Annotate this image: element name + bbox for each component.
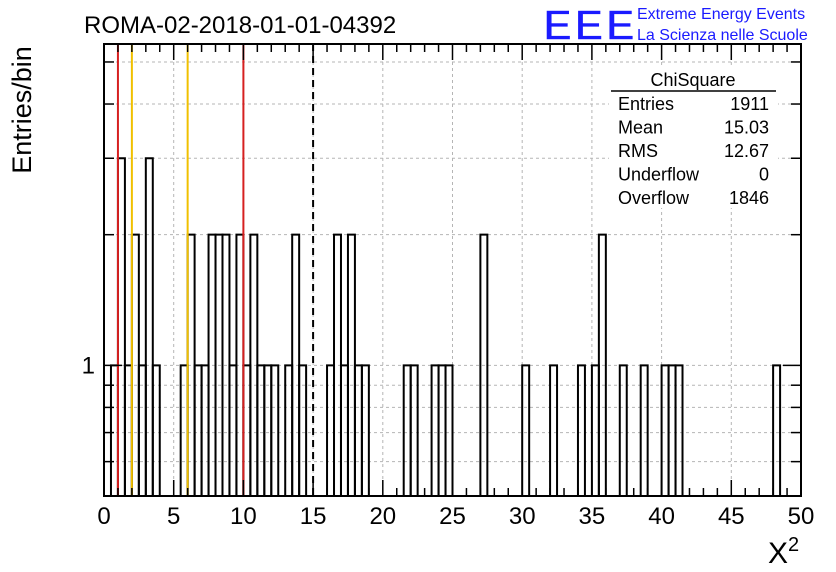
histogram-bar: [521, 364, 531, 496]
x-axis-label-main: X: [768, 537, 788, 570]
histogram-bar: [151, 364, 161, 496]
stats-box-background: [609, 66, 778, 208]
stats-row-label: Mean: [618, 118, 663, 138]
histogram-bar: [270, 364, 280, 496]
histogram-bar: [549, 364, 559, 496]
stats-box-title: ChiSquare: [650, 70, 735, 90]
histogram-bars: [109, 157, 782, 496]
stats-row-label: RMS: [618, 141, 658, 161]
stats-row-label: Overflow: [618, 188, 690, 208]
x-tick-label: 20: [369, 503, 396, 530]
x-tick-label: 30: [509, 503, 536, 530]
stats-row-label: Underflow: [618, 165, 700, 185]
x-tick-label: 0: [97, 503, 110, 530]
eee-logo-mark: EEE: [543, 1, 637, 50]
histogram-bar: [298, 364, 308, 496]
x-tick-label: 50: [788, 503, 815, 530]
eee-logo-line1: Extreme Energy Events: [637, 6, 805, 23]
eee-logo-line2: La Scienza nelle Scuole: [637, 27, 808, 44]
histogram-bar: [479, 233, 489, 496]
y-tick-label: 1: [82, 352, 95, 379]
reference-lines: [116, 44, 315, 496]
histogram-bar: [576, 364, 586, 496]
histogram-bar: [360, 364, 370, 496]
histogram-bar: [639, 364, 649, 496]
histogram-bar: [618, 364, 628, 496]
x-tick-label: 5: [167, 503, 180, 530]
histogram-bar: [144, 157, 154, 496]
x-tick-label: 40: [648, 503, 675, 530]
histogram-bar: [116, 157, 126, 496]
histogram-bar: [674, 364, 684, 496]
histogram-bar: [772, 364, 782, 496]
histogram-bar: [597, 233, 607, 496]
stats-row-value: 1911: [730, 94, 769, 114]
stats-row-value: 1846: [729, 188, 769, 208]
histogram-bar: [444, 364, 454, 496]
x-axis-label: X2: [768, 534, 799, 570]
eee-logo: EEE Extreme Energy Events La Scienza nel…: [542, 0, 808, 51]
stats-box: ChiSquare Entries 1911 Mean 15.03 RMS 12.67 Un…: [609, 66, 778, 208]
stats-row-value: 0: [759, 165, 769, 185]
histogram-bar: [409, 364, 419, 496]
x-tick-label: 25: [439, 503, 466, 530]
chart-title: ROMA-02-2018-01-01-04392: [84, 12, 396, 39]
stats-row-value: 15.03: [724, 118, 769, 138]
tick-marks: 0 5 10 15 20 25 30 35 40 45 50 1: [82, 44, 815, 530]
y-axis-label: Entries/bin: [7, 46, 37, 174]
x-axis-label-superscript: 2: [788, 534, 799, 556]
x-tick-label: 15: [300, 503, 327, 530]
x-tick-label: 45: [718, 503, 745, 530]
x-tick-label: 10: [230, 503, 257, 530]
stats-row-label: Entries: [618, 94, 674, 114]
stats-box-rows: Entries 1911 Mean 15.03 RMS 12.67 Underflow 0 Ov…: [618, 94, 769, 208]
stats-row-value: 12.67: [724, 141, 769, 161]
x-tick-label: 35: [579, 503, 606, 530]
